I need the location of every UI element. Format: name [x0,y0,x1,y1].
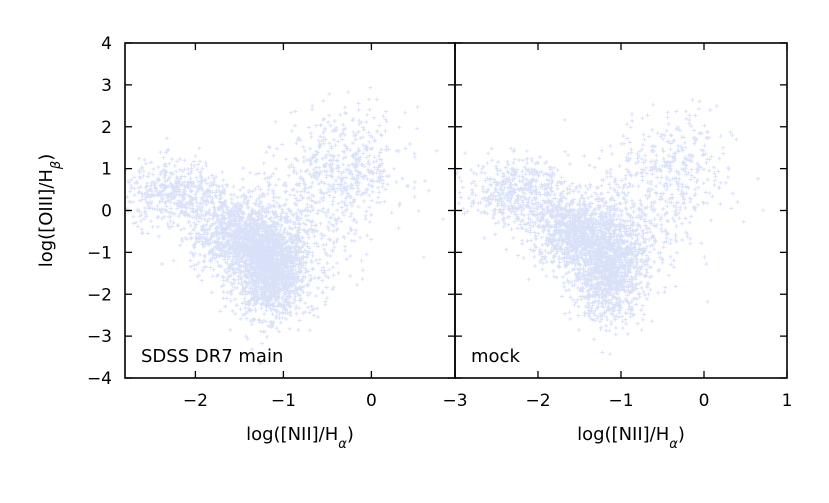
x-axis-label-close: ) [347,424,354,445]
scatter-points [455,97,766,357]
y-tick-label: 0 [101,202,112,222]
y-axis-label: log([OIII]/Hβ) [36,154,64,268]
y-tick-label: −4 [87,369,112,389]
y-axis-label-close: ) [36,154,57,161]
y-tick-label: −3 [87,327,112,347]
x-axis-label: log([NII]/Hα) [577,424,685,452]
x-tick-label: 0 [366,391,377,411]
y-tick-label: 4 [101,34,112,54]
x-axis-label-close: ) [678,424,685,445]
y-tick-label: 2 [101,118,112,138]
x-tick-label: 0 [699,391,710,411]
y-tick-label: 3 [101,76,112,96]
panel-label: SDSS DR7 main [141,346,283,367]
y-tick-label: 1 [101,160,112,180]
y-tick-label: −2 [87,285,112,305]
y-tick-label: −1 [87,243,112,263]
points-layer [125,85,766,366]
panel-label: mock [471,346,520,367]
x-axis-label-subscript: α [669,437,678,452]
x-tick-label: −3 [442,391,467,411]
y-axis-label-subscript: β [49,161,64,170]
ticks-layer [125,42,788,379]
panel-points-2 [455,97,766,357]
x-axis-label-subscript: α [338,437,347,452]
x-tick-label: −1 [608,391,633,411]
x-axis-label: log([NII]/Hα) [246,424,354,452]
panel-points-1 [125,85,446,366]
x-tick-label: −1 [271,391,296,411]
x-tick-label: −2 [183,391,208,411]
scatter-points [125,85,446,366]
labels-layer: −2 −1 0 SDSS DR7 main log([NII]/Hα) −3 −2 −1 0 1 m… [36,34,792,452]
x-tick-label: 1 [782,391,793,411]
x-tick-label: −2 [525,391,550,411]
